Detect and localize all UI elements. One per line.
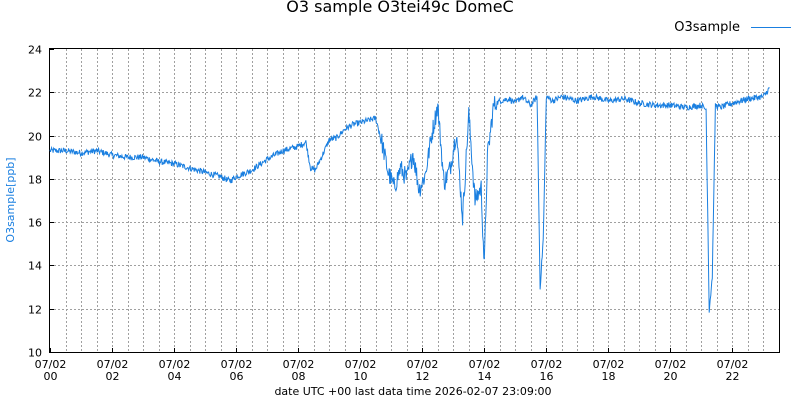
y-tick-label: 20 [28, 131, 42, 144]
y-axis-label: O3sample[ppb] [4, 157, 17, 242]
x-tick-label-hour: 22 [726, 370, 740, 383]
x-tick-label-date: 07/02 [469, 358, 501, 371]
x-tick-label-hour: 04 [168, 370, 182, 383]
y-tick-label: 12 [28, 304, 42, 317]
x-tick-label-hour: 18 [602, 370, 616, 383]
legend: O3sample [674, 20, 791, 35]
x-tick-label-date: 07/02 [345, 358, 377, 371]
series-line-o3sample [49, 87, 770, 313]
x-tick-label-hour: 16 [540, 370, 554, 383]
x-tick-label-date: 07/02 [97, 358, 129, 371]
x-tick-label-hour: 06 [230, 370, 244, 383]
x-tick-label-hour: 10 [354, 370, 368, 383]
x-tick-label-date: 07/02 [531, 358, 563, 371]
y-tick-label: 24 [28, 44, 42, 57]
x-tick-label-date: 07/02 [283, 358, 315, 371]
x-tick-label-date: 07/02 [221, 358, 253, 371]
x-tick-label-date: 07/02 [159, 358, 191, 371]
x-tick-label-date: 07/02 [655, 358, 687, 371]
y-tick-label: 16 [28, 217, 42, 230]
x-tick-label-date: 07/02 [407, 358, 439, 371]
x-axis: 07/020007/020207/020407/020607/020807/02… [35, 348, 749, 383]
x-tick-label-date: 07/02 [35, 358, 67, 371]
y-tick-label: 18 [28, 174, 42, 187]
y-tick-label: 10 [28, 347, 42, 360]
chart-title: O3 sample O3tei49c DomeC [286, 0, 513, 16]
x-tick-label-hour: 08 [292, 370, 306, 383]
x-tick-label-date: 07/02 [593, 358, 625, 371]
x-tick-label-hour: 00 [44, 370, 58, 383]
x-tick-label-date: 07/02 [717, 358, 749, 371]
y-tick-label: 22 [28, 87, 42, 100]
x-axis-label: date UTC +00 last data time 2026-02-07 2… [274, 385, 551, 398]
plot-frame [49, 48, 780, 353]
grid [50, 49, 779, 352]
y-tick-label: 14 [28, 260, 42, 273]
x-tick-label-hour: 20 [664, 370, 678, 383]
x-tick-label-hour: 12 [416, 370, 430, 383]
x-tick-label-hour: 14 [478, 370, 492, 383]
legend-label: O3sample [674, 20, 740, 35]
x-tick-label-hour: 02 [106, 370, 120, 383]
series [49, 87, 770, 313]
y-axis: 10 12 14 16 18 20 22 24 [28, 44, 54, 360]
